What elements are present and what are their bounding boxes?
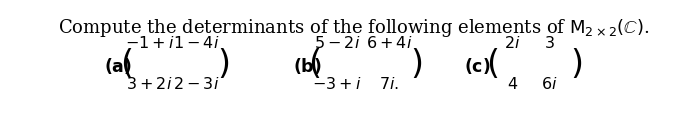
Text: $2-3i$: $2-3i$ bbox=[173, 76, 219, 93]
Text: $-1+i$: $-1+i$ bbox=[125, 35, 174, 52]
Text: Compute the determinants of the following elements of $\mathrm{M}_{2 \times 2}(\: Compute the determinants of the followin… bbox=[58, 17, 650, 39]
Text: $($: $($ bbox=[486, 48, 498, 81]
Text: $3$: $3$ bbox=[545, 35, 555, 52]
Text: $6i$: $6i$ bbox=[541, 76, 558, 93]
Text: $\mathbf{(a)}$: $\mathbf{(a)}$ bbox=[104, 56, 131, 76]
Text: $6+4i$: $6+4i$ bbox=[366, 35, 412, 52]
Text: $\mathbf{(c)}$: $\mathbf{(c)}$ bbox=[464, 56, 491, 76]
Text: $)$: $)$ bbox=[410, 48, 422, 81]
Text: $-3+i$: $-3+i$ bbox=[312, 76, 362, 93]
Text: $2i$: $2i$ bbox=[504, 35, 520, 52]
Text: $)$: $)$ bbox=[217, 48, 229, 81]
Text: $4$: $4$ bbox=[507, 76, 518, 93]
Text: $5-2i$: $5-2i$ bbox=[314, 35, 360, 52]
Text: $3+2i$: $3+2i$ bbox=[126, 76, 173, 93]
Text: $)$: $)$ bbox=[570, 48, 583, 81]
Text: $1-4i$: $1-4i$ bbox=[173, 35, 219, 52]
Text: $($: $($ bbox=[120, 48, 133, 81]
Text: $\mathbf{(b)}$: $\mathbf{(b)}$ bbox=[292, 56, 321, 76]
Text: $($: $($ bbox=[307, 48, 320, 81]
Text: $7i.$: $7i.$ bbox=[379, 76, 399, 93]
